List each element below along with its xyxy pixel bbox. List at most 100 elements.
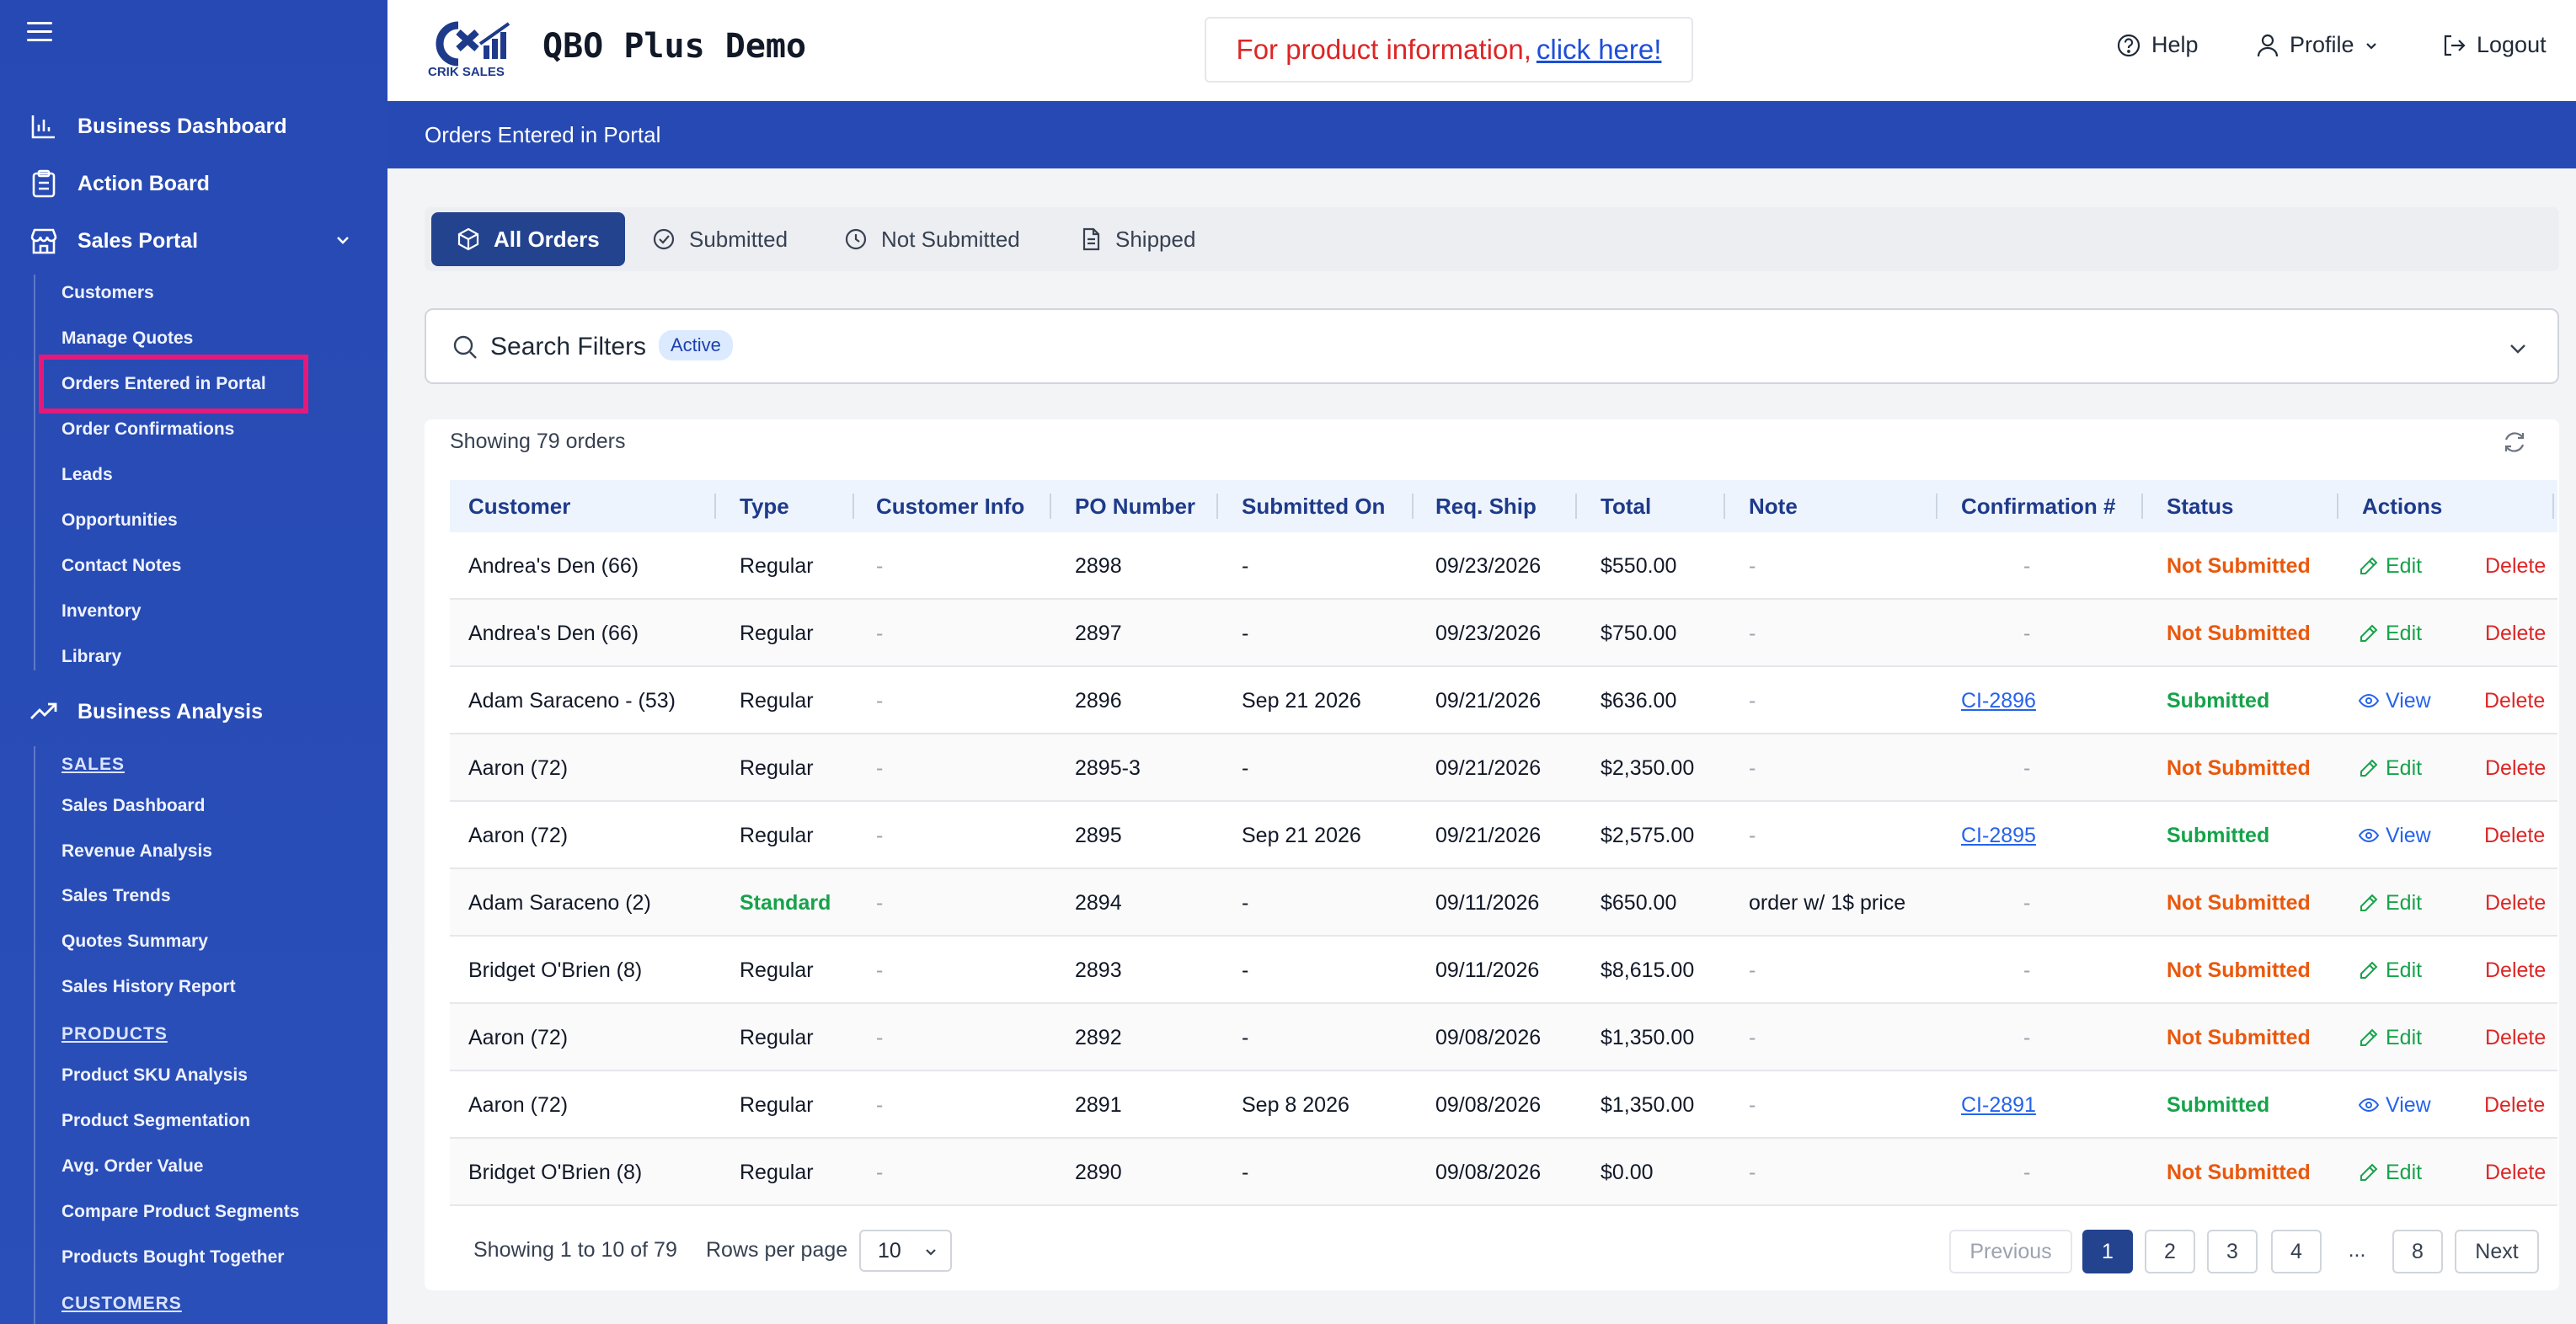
edit-button[interactable]: Edit — [2359, 734, 2422, 802]
eye-icon — [2359, 693, 2379, 708]
refresh-icon[interactable] — [2502, 430, 2527, 459]
edit-button[interactable]: Edit — [2359, 1004, 2422, 1071]
nav-business-analysis[interactable]: Business Analysis — [0, 686, 387, 737]
cell-type: Regular — [740, 622, 814, 645]
menu-icon[interactable] — [27, 22, 52, 44]
chevron-down-icon[interactable] — [334, 231, 352, 255]
tab-not-submitted[interactable]: Not Submitted — [819, 212, 1045, 266]
cell-conf[interactable]: CI-2895 — [1961, 824, 2036, 847]
nav-action-board[interactable]: Action Board — [0, 158, 387, 209]
tab-label: All Orders — [494, 226, 600, 252]
delete-button[interactable]: Delete — [2485, 756, 2547, 780]
cell-type: Regular — [740, 689, 814, 713]
col-req-ship[interactable]: Req. Ship — [1435, 494, 1537, 519]
page-3-button[interactable]: 3 — [2207, 1230, 2258, 1273]
profile-button[interactable]: Profile — [2256, 32, 2380, 58]
table-row: Bridget O'Brien (8) Regular - 2893 - 09/11/20… — [450, 937, 2557, 1004]
page-8-button[interactable]: 8 — [2392, 1230, 2443, 1273]
cell-conf[interactable]: CI-2896 — [1961, 689, 2036, 713]
sidebar-item-opportunities[interactable]: Opportunities — [61, 510, 178, 530]
section-sales[interactable]: SALES — [61, 755, 126, 774]
delete-button[interactable]: Delete — [2485, 1161, 2547, 1184]
sidebar-item-bought-together[interactable]: Products Bought Together — [61, 1247, 285, 1267]
sidebar-item-revenue-analysis[interactable]: Revenue Analysis — [61, 841, 212, 861]
sidebar-item-product-sku[interactable]: Product SKU Analysis — [61, 1065, 248, 1085]
cell-conf: - — [2023, 622, 2031, 645]
sidebar-item-leads[interactable]: Leads — [61, 465, 113, 484]
sidebar-item-sales-history[interactable]: Sales History Report — [61, 977, 236, 996]
sidebar-item-library[interactable]: Library — [61, 647, 122, 666]
sidebar-item-inventory[interactable]: Inventory — [61, 601, 142, 621]
cell-total: $0.00 — [1601, 1161, 1654, 1184]
previous-button[interactable]: Previous — [1949, 1230, 2072, 1273]
delete-button[interactable]: Delete — [2485, 1026, 2547, 1049]
delete-button[interactable]: Delete — [2484, 1093, 2546, 1117]
next-button[interactable]: Next — [2455, 1230, 2539, 1273]
col-submitted-on[interactable]: Submitted On — [1242, 494, 1386, 519]
crik-sales-logo[interactable]: CRIK SALES — [425, 19, 527, 79]
delete-button[interactable]: Delete — [2484, 689, 2546, 713]
sidebar-item-quotes-summary[interactable]: Quotes Summary — [61, 932, 208, 951]
delete-button[interactable]: Delete — [2484, 824, 2546, 847]
sidebar-item-avg-order-value[interactable]: Avg. Order Value — [61, 1156, 204, 1176]
sidebar-item-contact-notes[interactable]: Contact Notes — [61, 556, 182, 575]
col-note[interactable]: Note — [1749, 494, 1798, 519]
tab-shipped[interactable]: Shipped — [1055, 212, 1221, 266]
pencil-icon — [2360, 961, 2378, 979]
sidebar-item-product-segmentation[interactable]: Product Segmentation — [61, 1111, 251, 1130]
cell-type: Regular — [740, 958, 814, 982]
col-po-number[interactable]: PO Number — [1075, 494, 1196, 519]
section-products[interactable]: PRODUCTS — [61, 1024, 168, 1044]
nav-business-dashboard[interactable]: Business Dashboard — [0, 101, 387, 152]
view-button[interactable]: View — [2359, 667, 2431, 734]
nav-sales-portal[interactable]: Sales Portal — [0, 216, 387, 266]
sidebar-item-compare-segments[interactable]: Compare Product Segments — [61, 1202, 300, 1221]
search-filters-toggle[interactable]: Search Filters Active — [425, 308, 2559, 384]
page-2-button[interactable]: 2 — [2145, 1230, 2195, 1273]
nav-label: Business Dashboard — [77, 114, 287, 138]
delete-button[interactable]: Delete — [2485, 958, 2547, 982]
tab-all-orders[interactable]: All Orders — [431, 212, 625, 266]
sidebar-item-sales-trends[interactable]: Sales Trends — [61, 886, 171, 905]
cell-note: - — [1749, 689, 1756, 713]
col-type[interactable]: Type — [740, 494, 789, 519]
col-total[interactable]: Total — [1601, 494, 1652, 519]
view-button[interactable]: View — [2359, 1071, 2431, 1139]
cell-actions: View — [2359, 1071, 2431, 1139]
col-status[interactable]: Status — [2167, 494, 2234, 519]
cell-po: 2898 — [1075, 554, 1122, 578]
help-button[interactable]: Help — [2116, 32, 2199, 58]
sidebar-item-order-confirmations[interactable]: Order Confirmations — [61, 419, 235, 439]
col-customer-info[interactable]: Customer Info — [876, 494, 1025, 519]
edit-button[interactable]: Edit — [2359, 937, 2422, 1004]
page-4-button[interactable]: 4 — [2271, 1230, 2322, 1273]
cell-actions: View — [2359, 667, 2431, 734]
rows-per-page-select[interactable]: 10 — [859, 1230, 952, 1272]
cell-actions: Edit — [2359, 1139, 2422, 1206]
delete-button[interactable]: Delete — [2485, 891, 2547, 915]
sidebar-item-sales-dashboard[interactable]: Sales Dashboard — [61, 796, 206, 815]
col-confirmation[interactable]: Confirmation # — [1961, 494, 2116, 519]
sidebar-item-manage-quotes[interactable]: Manage Quotes — [61, 328, 194, 348]
view-button[interactable]: View — [2359, 802, 2431, 869]
cell-conf[interactable]: CI-2891 — [1961, 1093, 2036, 1117]
rows-per-page-value: 10 — [878, 1239, 901, 1263]
edit-button[interactable]: Edit — [2359, 869, 2422, 937]
promo-link[interactable]: click here! — [1536, 34, 1662, 65]
tab-submitted[interactable]: Submitted — [627, 212, 813, 266]
cell-status: Not Submitted — [2167, 622, 2311, 645]
sidebar-item-customers[interactable]: Customers — [61, 283, 154, 302]
cell-type: Regular — [740, 824, 814, 847]
delete-button[interactable]: Delete — [2485, 622, 2547, 645]
logout-button[interactable]: Logout — [2441, 32, 2547, 58]
delete-button[interactable]: Delete — [2485, 554, 2547, 578]
cell-info: - — [876, 891, 884, 915]
edit-button[interactable]: Edit — [2359, 532, 2422, 600]
edit-button[interactable]: Edit — [2359, 1139, 2422, 1206]
sidebar-item-orders-entered[interactable]: Orders Entered in Portal — [61, 374, 266, 393]
col-customer[interactable]: Customer — [468, 494, 571, 519]
page-1-button[interactable]: 1 — [2082, 1230, 2133, 1273]
edit-button[interactable]: Edit — [2359, 600, 2422, 667]
action-label: Edit — [2386, 1026, 2423, 1049]
section-customers[interactable]: CUSTOMERS — [61, 1294, 182, 1313]
